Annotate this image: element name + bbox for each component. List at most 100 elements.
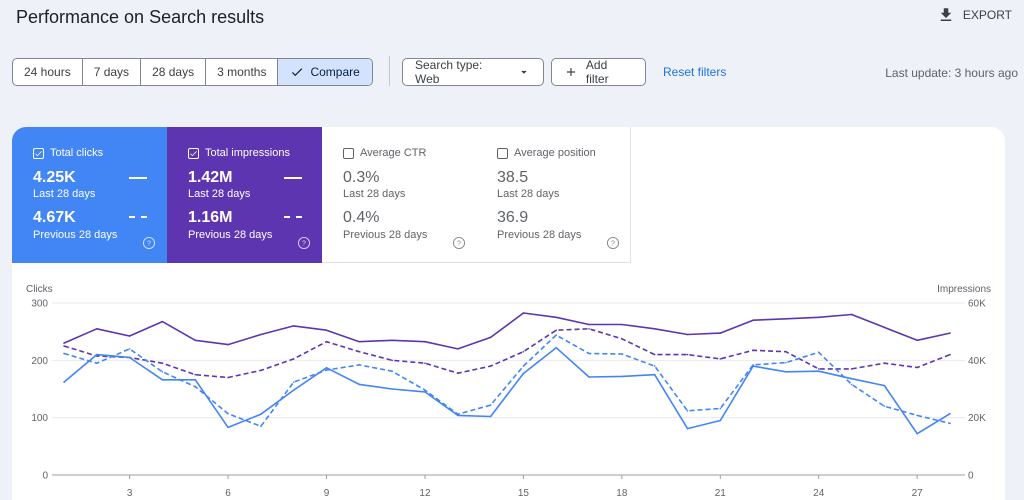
data-point-1-10 [391, 359, 393, 362]
data-point-2-17 [621, 375, 623, 378]
range-3-months[interactable]: 3 months [206, 59, 279, 85]
date-range-group: 24 hours 7 days 28 days 3 months Compare [12, 58, 373, 86]
y-axis-left-tick: 300 [31, 299, 48, 310]
metric-card-average-position[interactable]: Average position 38.5 Last 28 days 36.9 … [476, 127, 631, 263]
metric-current-period: Last 28 days [497, 188, 560, 200]
range-24-hours[interactable]: 24 hours [13, 59, 83, 85]
y-axis-left-tick: 200 [31, 356, 48, 367]
y-axis-right-label: Impressions [937, 284, 991, 295]
data-point-1-3 [161, 362, 164, 364]
y-axis-left-tick: 0 [42, 471, 48, 482]
data-point-3-4 [194, 385, 197, 388]
data-point-0-8 [325, 329, 328, 332]
data-point-3-27 [949, 422, 951, 425]
data-point-1-25 [883, 362, 886, 364]
data-point-0-24 [850, 313, 853, 316]
metric-card-header: Average CTR [343, 147, 426, 159]
data-point-1-23 [817, 368, 820, 370]
data-point-2-7 [292, 389, 295, 391]
data-point-3-23 [817, 351, 820, 354]
data-point-0-13 [489, 336, 492, 339]
data-point-3-10 [391, 370, 393, 373]
help-icon[interactable]: ? [452, 236, 466, 250]
metric-card-total-clicks[interactable]: Total clicks 4.25K Last 28 days 4.67K Pr… [12, 127, 167, 263]
data-point-1-26 [916, 366, 918, 369]
data-point-3-11 [424, 389, 426, 391]
range-compare[interactable]: Compare [278, 59, 372, 85]
help-icon[interactable]: ? [142, 236, 156, 250]
checkbox-unchecked-icon[interactable] [343, 147, 354, 159]
metric-card-total-impressions[interactable]: Total impressions 1.42M Last 28 days 1.1… [167, 127, 322, 263]
range-28-days[interactable]: 28 days [141, 59, 207, 85]
export-button[interactable]: EXPORT [937, 6, 1012, 24]
search-type-dropdown[interactable]: Search type: Web [402, 58, 544, 86]
series-line-3 [63, 334, 951, 428]
data-point-3-15 [555, 334, 558, 336]
toolbar-divider [389, 56, 390, 86]
checkbox-checked-icon[interactable] [188, 147, 199, 159]
data-point-3-21 [752, 364, 754, 366]
checkbox-checked-icon[interactable] [33, 147, 44, 159]
data-point-3-16 [588, 352, 590, 355]
series-line-0 [63, 312, 951, 350]
data-point-1-24 [850, 368, 853, 370]
header: Performance on Search results EXPORT [0, 0, 1024, 36]
data-point-1-6 [260, 369, 262, 372]
data-point-1-1 [96, 355, 98, 357]
data-point-3-6 [260, 425, 262, 428]
metric-card-average-ctr[interactable]: Average CTR 0.3% Last 28 days 0.4% Previ… [322, 127, 477, 263]
data-point-0-19 [686, 333, 689, 336]
data-point-0-5 [227, 343, 229, 346]
reset-filters-link[interactable]: Reset filters [663, 65, 727, 79]
x-axis-tick-label: 15 [518, 488, 530, 499]
data-point-1-19 [686, 353, 689, 356]
svg-text:?: ? [611, 241, 615, 248]
help-icon[interactable]: ? [606, 236, 620, 250]
checkbox-unchecked-icon[interactable] [497, 147, 508, 159]
x-axis-tick-label: 9 [324, 488, 330, 499]
data-point-0-22 [785, 317, 787, 320]
metric-card-header: Total clicks [33, 147, 103, 159]
metric-card-header: Average position [497, 147, 596, 159]
data-point-3-7 [292, 381, 295, 383]
legend-solid-line [129, 177, 147, 179]
data-point-3-22 [785, 361, 787, 364]
metric-current-period: Last 28 days [343, 188, 406, 200]
data-point-1-22 [785, 350, 787, 353]
data-point-0-26 [916, 339, 918, 342]
add-filter-label: Add filter [585, 58, 609, 86]
y-axis-right-tick: 0 [968, 471, 974, 482]
x-axis-tick-label: 21 [715, 488, 727, 499]
data-point-0-12 [456, 348, 459, 350]
metric-label: Average CTR [360, 147, 427, 159]
data-point-3-26 [916, 414, 918, 417]
data-point-2-26 [916, 432, 918, 435]
help-icon[interactable]: ? [297, 236, 311, 250]
data-point-1-8 [325, 340, 328, 343]
add-filter-button[interactable]: Add filter [551, 58, 646, 86]
metric-previous-period: Previous 28 days [497, 229, 582, 241]
data-point-2-3 [161, 379, 164, 381]
series-line-2 [63, 346, 951, 435]
data-point-3-12 [456, 413, 459, 416]
metric-previous-period: Previous 28 days [343, 229, 428, 241]
data-point-3-14 [522, 365, 525, 367]
range-compare-label: Compare [310, 65, 360, 79]
data-point-3-19 [686, 409, 689, 412]
data-point-3-13 [489, 404, 492, 406]
data-point-0-2 [128, 335, 131, 337]
range-7-days[interactable]: 7 days [83, 59, 142, 85]
export-label: EXPORT [962, 8, 1012, 22]
metric-current-period: Last 28 days [188, 188, 251, 200]
data-point-3-17 [621, 353, 623, 355]
data-point-1-7 [292, 358, 295, 360]
data-point-0-17 [621, 323, 623, 326]
data-point-1-0 [63, 345, 65, 347]
data-point-0-3 [161, 320, 164, 323]
data-point-3-25 [883, 405, 886, 408]
metric-current-value: 1.42M [188, 169, 233, 186]
svg-text:?: ? [147, 241, 151, 248]
plus-icon [566, 67, 576, 77]
data-point-3-3 [161, 371, 164, 373]
data-point-2-25 [883, 384, 886, 387]
